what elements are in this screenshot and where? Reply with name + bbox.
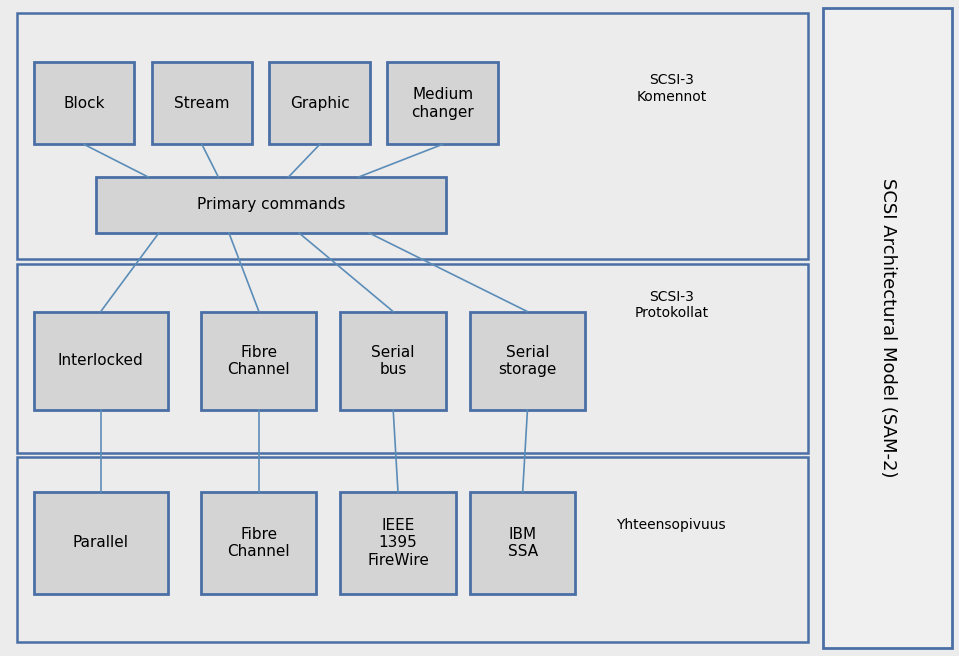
FancyBboxPatch shape — [152, 62, 252, 144]
Text: SCSI-3
Protokollat: SCSI-3 Protokollat — [634, 290, 709, 320]
FancyBboxPatch shape — [269, 62, 370, 144]
Text: Interlocked: Interlocked — [58, 354, 144, 368]
FancyBboxPatch shape — [470, 312, 585, 410]
Text: Medium
changer: Medium changer — [411, 87, 474, 119]
FancyBboxPatch shape — [823, 8, 952, 648]
Text: Graphic: Graphic — [290, 96, 350, 111]
FancyBboxPatch shape — [340, 312, 446, 410]
Text: Block: Block — [63, 96, 105, 111]
FancyBboxPatch shape — [17, 264, 808, 453]
Text: Serial
storage: Serial storage — [499, 344, 556, 377]
FancyBboxPatch shape — [387, 62, 498, 144]
Text: Serial
bus: Serial bus — [371, 344, 415, 377]
FancyBboxPatch shape — [34, 62, 134, 144]
FancyBboxPatch shape — [340, 492, 456, 594]
FancyBboxPatch shape — [201, 312, 316, 410]
FancyBboxPatch shape — [470, 492, 575, 594]
Text: SCSI Architectural Model (SAM-2): SCSI Architectural Model (SAM-2) — [878, 178, 897, 478]
FancyBboxPatch shape — [17, 457, 808, 642]
FancyBboxPatch shape — [34, 492, 168, 594]
FancyBboxPatch shape — [17, 13, 808, 259]
Text: Primary commands: Primary commands — [197, 197, 345, 213]
Text: Fibre
Channel: Fibre Channel — [227, 527, 291, 559]
Text: Yhteensopivuus: Yhteensopivuus — [617, 518, 726, 532]
FancyBboxPatch shape — [96, 177, 446, 233]
Text: Parallel: Parallel — [73, 535, 129, 550]
FancyBboxPatch shape — [34, 312, 168, 410]
Text: IBM
SSA: IBM SSA — [507, 527, 538, 559]
Text: Stream: Stream — [175, 96, 229, 111]
Text: SCSI-3
Komennot: SCSI-3 Komennot — [636, 73, 707, 104]
Text: IEEE
1395
FireWire: IEEE 1395 FireWire — [367, 518, 429, 567]
Text: Fibre
Channel: Fibre Channel — [227, 344, 291, 377]
FancyBboxPatch shape — [201, 492, 316, 594]
